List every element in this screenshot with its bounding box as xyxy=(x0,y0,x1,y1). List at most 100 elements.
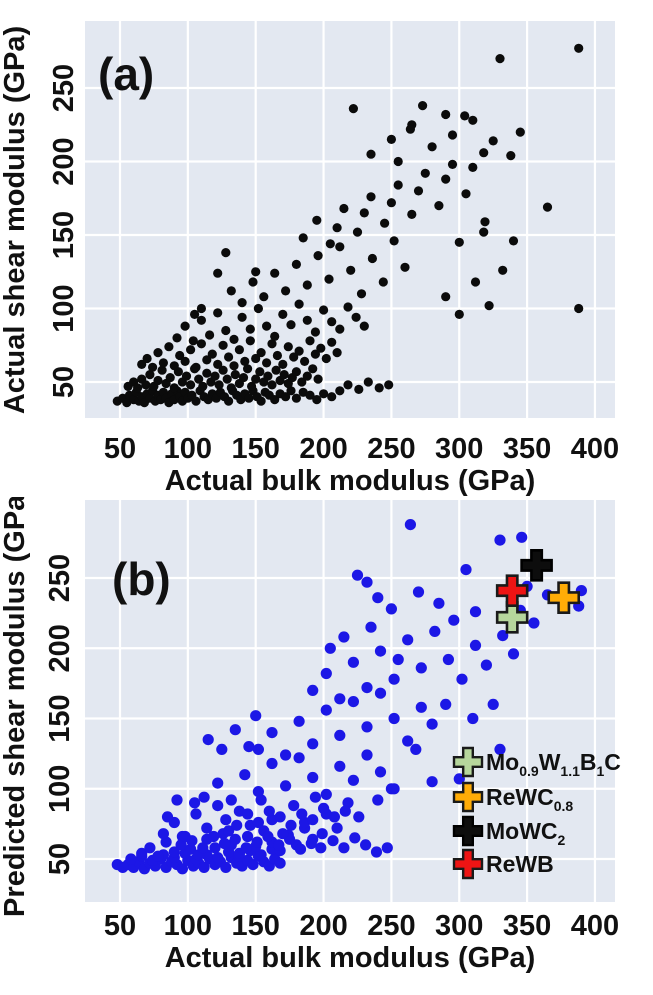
data-point xyxy=(574,303,584,314)
data-point xyxy=(242,808,254,820)
data-point xyxy=(441,174,451,184)
data-point xyxy=(266,727,278,739)
data-point xyxy=(218,365,228,375)
data-point xyxy=(351,312,361,322)
data-point xyxy=(270,268,280,278)
data-point xyxy=(243,741,255,753)
data-point xyxy=(229,361,239,371)
data-point xyxy=(440,698,452,710)
data-point xyxy=(153,375,163,386)
legend-label-mowc2: MoWC2 xyxy=(486,818,566,848)
data-point xyxy=(262,321,272,331)
data-point xyxy=(212,777,224,789)
x-tick-labels: 50 100 150 200 250 300 350 400 xyxy=(104,910,619,942)
data-point xyxy=(467,712,479,725)
legend-item-rewc08: ReWC0.8 xyxy=(452,781,573,814)
data-point xyxy=(164,342,174,352)
data-point xyxy=(392,653,404,666)
x-tick-label: 200 xyxy=(299,910,347,942)
data-point xyxy=(307,738,319,750)
data-point xyxy=(125,853,137,865)
y-tick-label: 50 xyxy=(44,843,76,875)
data-point xyxy=(405,124,415,134)
data-point xyxy=(194,374,204,384)
data-point xyxy=(212,800,224,812)
x-tick-label: 100 xyxy=(164,910,212,942)
data-point xyxy=(347,774,359,786)
data-point xyxy=(288,800,300,812)
data-point xyxy=(447,159,458,169)
plot-area-a: 50 100 150 200 250 300 350 400 50 100 150 200 250 xyxy=(48,21,619,465)
data-point xyxy=(281,286,291,296)
data-point xyxy=(335,324,345,334)
data-point xyxy=(291,367,301,377)
x-tick-label: 200 xyxy=(299,433,347,465)
x-tick-label: 100 xyxy=(164,433,212,465)
data-point xyxy=(181,371,192,381)
data-point xyxy=(334,729,346,741)
data-point xyxy=(205,330,215,340)
data-point xyxy=(253,303,263,314)
data-point xyxy=(361,576,373,588)
y-tick-label: 250 xyxy=(44,554,76,602)
data-point xyxy=(180,356,190,366)
y-tick-label: 50 xyxy=(48,366,80,398)
data-point xyxy=(262,358,272,368)
data-point xyxy=(393,180,403,190)
data-point xyxy=(507,648,520,660)
data-point xyxy=(393,156,403,167)
data-point xyxy=(307,684,319,696)
data-point xyxy=(515,127,525,137)
data-point xyxy=(218,837,231,850)
panel-b: 50 100 150 200 250 300 350 400 50 100 150 200 250 Mo0… xyxy=(0,497,653,995)
data-point xyxy=(239,769,251,781)
x-axis-title-b: Actual bulk modulus (GPa) xyxy=(165,942,536,974)
scatter-points xyxy=(112,43,584,408)
data-point xyxy=(374,645,387,657)
data-point xyxy=(480,659,492,671)
data-point xyxy=(255,849,267,861)
data-point xyxy=(456,673,468,685)
data-point xyxy=(274,857,286,869)
data-point xyxy=(389,236,399,246)
data-point xyxy=(240,356,250,366)
data-point xyxy=(426,776,438,788)
data-point xyxy=(152,850,164,862)
data-point xyxy=(325,239,335,249)
data-point xyxy=(381,842,393,854)
data-point xyxy=(324,642,336,654)
marker-mo09w11b1c xyxy=(495,601,529,634)
panel-b-letter: (b) xyxy=(112,553,171,605)
data-point xyxy=(415,701,427,713)
data-point xyxy=(441,109,451,120)
data-point xyxy=(207,349,217,359)
data-point xyxy=(508,236,519,246)
data-point xyxy=(407,209,417,219)
data-point xyxy=(270,395,280,405)
data-point xyxy=(327,835,339,847)
data-point xyxy=(180,321,190,331)
data-point xyxy=(388,712,400,725)
y-tick-label: 150 xyxy=(44,694,76,742)
data-point xyxy=(157,828,169,840)
data-point xyxy=(165,373,175,383)
data-point xyxy=(374,383,384,393)
data-point xyxy=(243,364,253,374)
data-point xyxy=(352,227,363,237)
highlight-markers xyxy=(495,549,581,634)
x-tick-label: 400 xyxy=(571,910,619,942)
data-point xyxy=(302,315,312,325)
data-point xyxy=(313,251,323,261)
data-point xyxy=(136,847,148,859)
data-point xyxy=(363,377,373,387)
data-point xyxy=(388,673,400,685)
data-point xyxy=(433,597,445,609)
y-tick-labels: 50 100 150 200 250 xyxy=(48,64,80,398)
data-point xyxy=(309,791,321,803)
marker-rewb xyxy=(495,574,529,607)
data-point xyxy=(296,808,308,820)
legend-marker-rewb xyxy=(452,848,484,880)
data-point xyxy=(327,392,337,402)
data-point xyxy=(316,343,326,353)
